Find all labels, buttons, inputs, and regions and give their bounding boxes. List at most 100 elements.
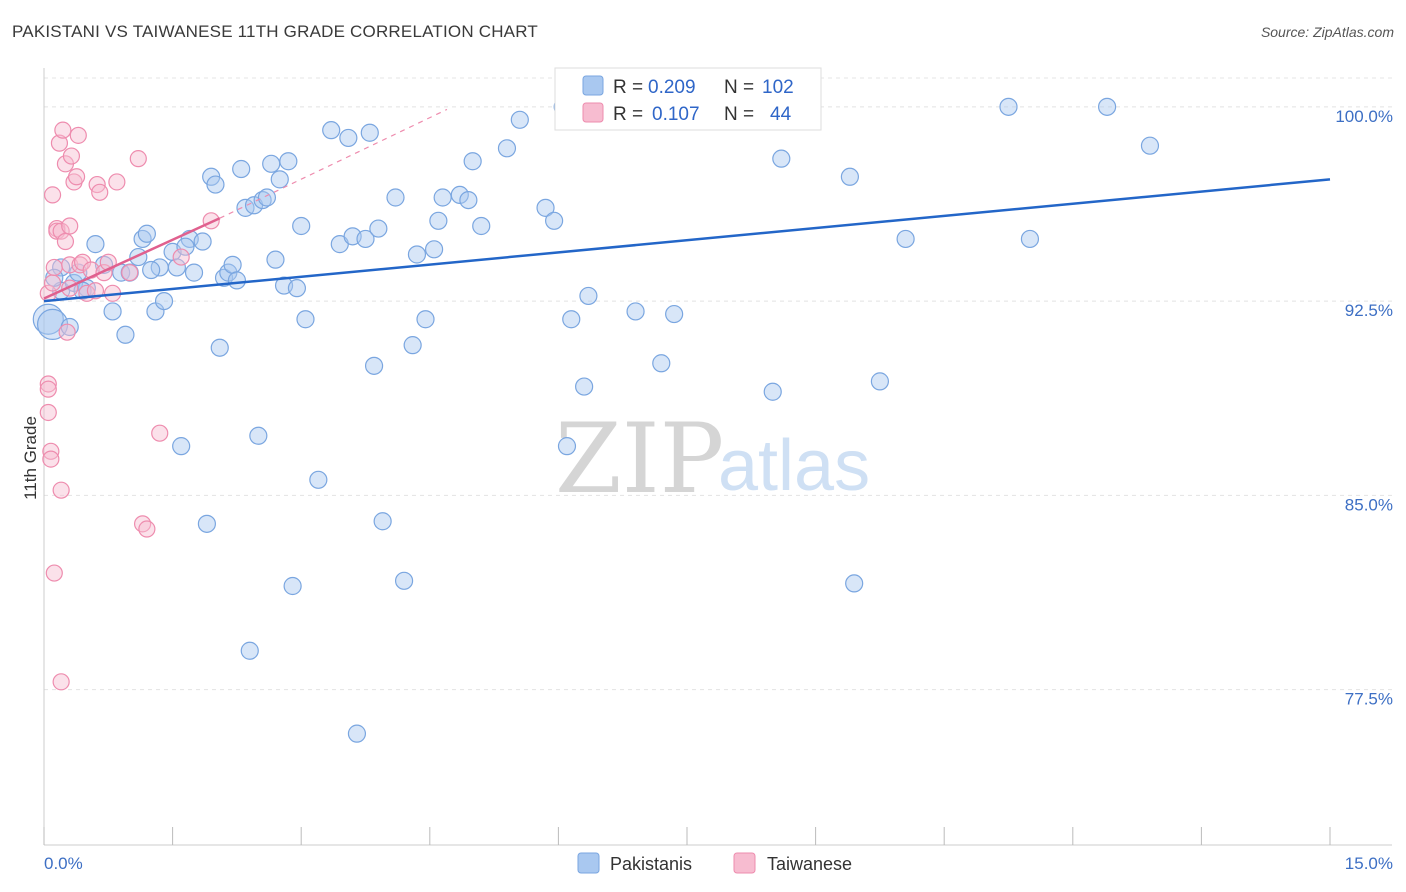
- watermark-atlas: atlas: [718, 426, 870, 506]
- pakistanis-point: [223, 255, 242, 274]
- taiwanese-point: [39, 380, 57, 398]
- legend-r-label-2: R =: [613, 104, 643, 125]
- pakistanis-point: [416, 310, 435, 329]
- pakistanis-point: [840, 167, 859, 186]
- pakistanis-point: [652, 354, 671, 373]
- pakistanis-point: [32, 303, 64, 335]
- legend-r-value-2: 0.107: [652, 104, 700, 125]
- x-tick-label: 15.0%: [1345, 854, 1393, 873]
- taiwanese-point: [62, 147, 81, 165]
- taiwanese-point: [58, 323, 76, 341]
- pakistanis-point: [536, 198, 555, 217]
- pakistanis-point: [407, 245, 427, 264]
- taiwanese-point: [151, 424, 169, 442]
- pakistanis-point: [347, 724, 367, 743]
- pakistanis-point: [386, 188, 405, 207]
- legend-swatch-pakistanis-bottom: [577, 852, 600, 874]
- taiwanese-point: [42, 450, 60, 468]
- pakistanis-point: [142, 260, 161, 280]
- pakistanis-point: [463, 152, 482, 171]
- legend-swatch-pakistanis: [582, 75, 604, 96]
- x-tick-labels: 0.0% 15.0%: [44, 854, 1393, 873]
- pakistanis-point: [322, 121, 341, 140]
- y-tick-label: 92.5%: [1345, 301, 1393, 320]
- pakistanis-point: [1097, 97, 1117, 116]
- pakistanis-point: [309, 470, 328, 489]
- taiwanese-point: [52, 673, 70, 691]
- pakistanis-point: [184, 263, 204, 282]
- x-tick-label: 0.0%: [44, 854, 83, 873]
- pakistanis-point: [870, 372, 890, 391]
- taiwanese-points: [39, 121, 220, 691]
- legend-swatch-taiwanese-bottom: [733, 852, 756, 874]
- watermark-zip: ZIP: [555, 403, 724, 515]
- pakistanis-point: [433, 188, 452, 207]
- pakistanis-trend-line: [43, 178, 1331, 303]
- pakistanis-point: [154, 292, 174, 311]
- correlation-legend: R = 0.209 N = 102 R = 0.107 N = 44: [554, 67, 822, 131]
- taiwanese-point: [172, 248, 190, 266]
- pakistanis-point: [1020, 229, 1040, 249]
- y-axis-label: 11th Grade: [21, 416, 40, 500]
- pakistanis-point: [249, 426, 268, 445]
- taiwanese-point: [69, 126, 87, 144]
- pakistanis-point: [562, 310, 581, 329]
- pakistanis-point: [369, 219, 388, 238]
- pakistanis-point: [360, 123, 379, 142]
- pakistanis-point: [193, 232, 212, 251]
- pakistanis-point: [575, 377, 594, 396]
- pakistanis-point: [296, 310, 315, 329]
- pakistanis-point: [403, 336, 422, 355]
- taiwanese-point: [61, 217, 79, 235]
- pakistanis-point: [845, 574, 864, 593]
- pakistanis-point: [283, 576, 302, 596]
- taiwanese-point: [91, 183, 109, 201]
- pakistanis-point: [279, 152, 298, 171]
- taiwanese-point: [45, 258, 63, 277]
- taiwanese-point: [129, 150, 147, 168]
- taiwanese-point: [50, 134, 69, 152]
- pakistanis-point: [459, 190, 478, 210]
- taiwanese-point: [138, 520, 156, 538]
- chart-title: PAKISTANI VS TAIWANESE 11TH GRADE CORREL…: [12, 22, 538, 41]
- legend-n-value-1: 102: [762, 77, 794, 98]
- taiwanese-point: [52, 481, 70, 499]
- source-label: Source: ZipAtlas.com: [1260, 24, 1394, 40]
- pakistanis-point: [896, 229, 915, 249]
- pakistanis-point: [240, 641, 259, 660]
- pakistanis-point: [429, 211, 448, 230]
- pakistanis-point: [270, 170, 289, 189]
- pakistanis-point: [665, 304, 684, 324]
- pakistanis-point: [227, 271, 246, 290]
- pakistanis-point: [257, 188, 277, 207]
- pakistanis-point: [579, 286, 598, 306]
- taiwanese-point: [54, 121, 72, 139]
- legend-n-value-2: 44: [770, 104, 792, 125]
- taiwanese-point: [39, 403, 57, 422]
- legend-n-label-2: N =: [724, 104, 754, 125]
- taiwanese-point: [108, 173, 126, 191]
- pakistanis-point: [364, 356, 384, 375]
- pakistanis-point: [116, 325, 135, 344]
- taiwanese-point: [43, 186, 62, 204]
- y-tick-label: 100.0%: [1335, 107, 1393, 126]
- taiwanese-trend-line: [43, 217, 221, 300]
- pakistanis-point: [103, 302, 122, 321]
- pakistanis-point: [545, 211, 564, 230]
- taiwanese-point: [43, 274, 62, 292]
- pakistanis-point: [424, 240, 444, 259]
- legend-r-value-1: 0.209: [648, 77, 696, 98]
- y-tick-label: 85.0%: [1345, 495, 1393, 514]
- pakistanis-point: [510, 110, 529, 129]
- taiwanese-point: [56, 232, 75, 251]
- taiwanese-point: [52, 222, 70, 240]
- pakistanis-point: [176, 237, 195, 256]
- pakistanis-point: [197, 514, 216, 533]
- pakistanis-point: [497, 139, 517, 158]
- pakistanis-point: [292, 216, 311, 236]
- pakistanis-point: [450, 185, 469, 205]
- legend-label-taiwanese: Taiwanese: [767, 854, 852, 874]
- legend-n-label-1: N =: [724, 77, 754, 98]
- pakistanis-point: [137, 224, 156, 243]
